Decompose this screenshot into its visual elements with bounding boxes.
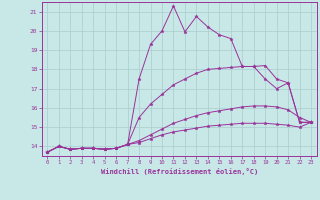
X-axis label: Windchill (Refroidissement éolien,°C): Windchill (Refroidissement éolien,°C)	[100, 168, 258, 175]
